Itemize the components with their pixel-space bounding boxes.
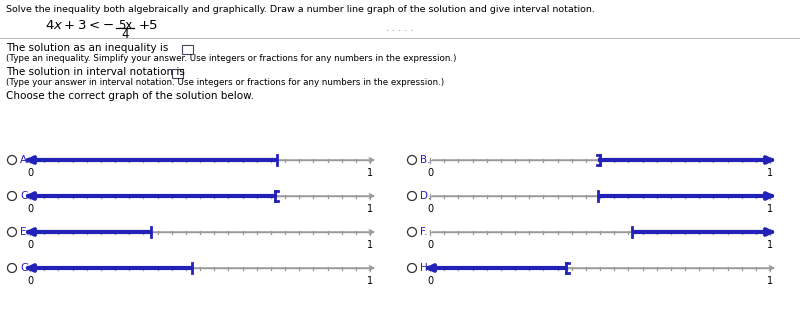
- Circle shape: [407, 156, 417, 165]
- Text: 5x: 5x: [118, 19, 132, 32]
- Text: 1: 1: [767, 240, 773, 250]
- Text: $4x+3 < -$: $4x+3 < -$: [45, 19, 114, 32]
- Text: 0: 0: [427, 204, 433, 214]
- Text: F.: F.: [420, 227, 428, 237]
- Text: 1: 1: [767, 276, 773, 286]
- Text: 0: 0: [427, 168, 433, 178]
- Text: · · · · ·: · · · · ·: [386, 26, 414, 36]
- Text: 1: 1: [767, 204, 773, 214]
- Text: +5: +5: [139, 19, 158, 32]
- Text: 1: 1: [367, 276, 373, 286]
- Text: Solve the inequality both algebraically and graphically. Draw a number line grap: Solve the inequality both algebraically …: [6, 5, 595, 14]
- Text: E.: E.: [20, 227, 30, 237]
- Text: 0: 0: [427, 276, 433, 286]
- Text: 1: 1: [767, 168, 773, 178]
- Text: B.: B.: [420, 155, 430, 165]
- FancyBboxPatch shape: [172, 69, 183, 77]
- Circle shape: [407, 263, 417, 272]
- Text: (Type your answer in interval notation. Use integers or fractions for any number: (Type your answer in interval notation. …: [6, 78, 444, 87]
- Text: 1: 1: [367, 204, 373, 214]
- Text: 0: 0: [27, 240, 33, 250]
- Circle shape: [7, 156, 17, 165]
- Text: C.: C.: [20, 191, 30, 201]
- Text: The solution in interval notation is: The solution in interval notation is: [6, 67, 188, 77]
- Text: A.: A.: [20, 155, 30, 165]
- Text: The solution as an inequality is: The solution as an inequality is: [6, 43, 172, 53]
- FancyBboxPatch shape: [182, 44, 193, 54]
- Text: 0: 0: [27, 168, 33, 178]
- Text: D.: D.: [420, 191, 431, 201]
- Circle shape: [7, 192, 17, 201]
- Text: 1: 1: [367, 168, 373, 178]
- Text: Choose the correct graph of the solution below.: Choose the correct graph of the solution…: [6, 91, 254, 101]
- Circle shape: [407, 192, 417, 201]
- Text: G.: G.: [20, 263, 31, 273]
- Text: (Type an inequality. Simplify your answer. Use integers or fractions for any num: (Type an inequality. Simplify your answe…: [6, 54, 457, 63]
- Text: 0: 0: [427, 240, 433, 250]
- Text: 4: 4: [122, 28, 129, 41]
- Text: 0: 0: [27, 276, 33, 286]
- Circle shape: [7, 227, 17, 237]
- Circle shape: [407, 227, 417, 237]
- Text: 1: 1: [367, 240, 373, 250]
- Text: 0: 0: [27, 204, 33, 214]
- Text: H.: H.: [420, 263, 431, 273]
- Circle shape: [7, 263, 17, 272]
